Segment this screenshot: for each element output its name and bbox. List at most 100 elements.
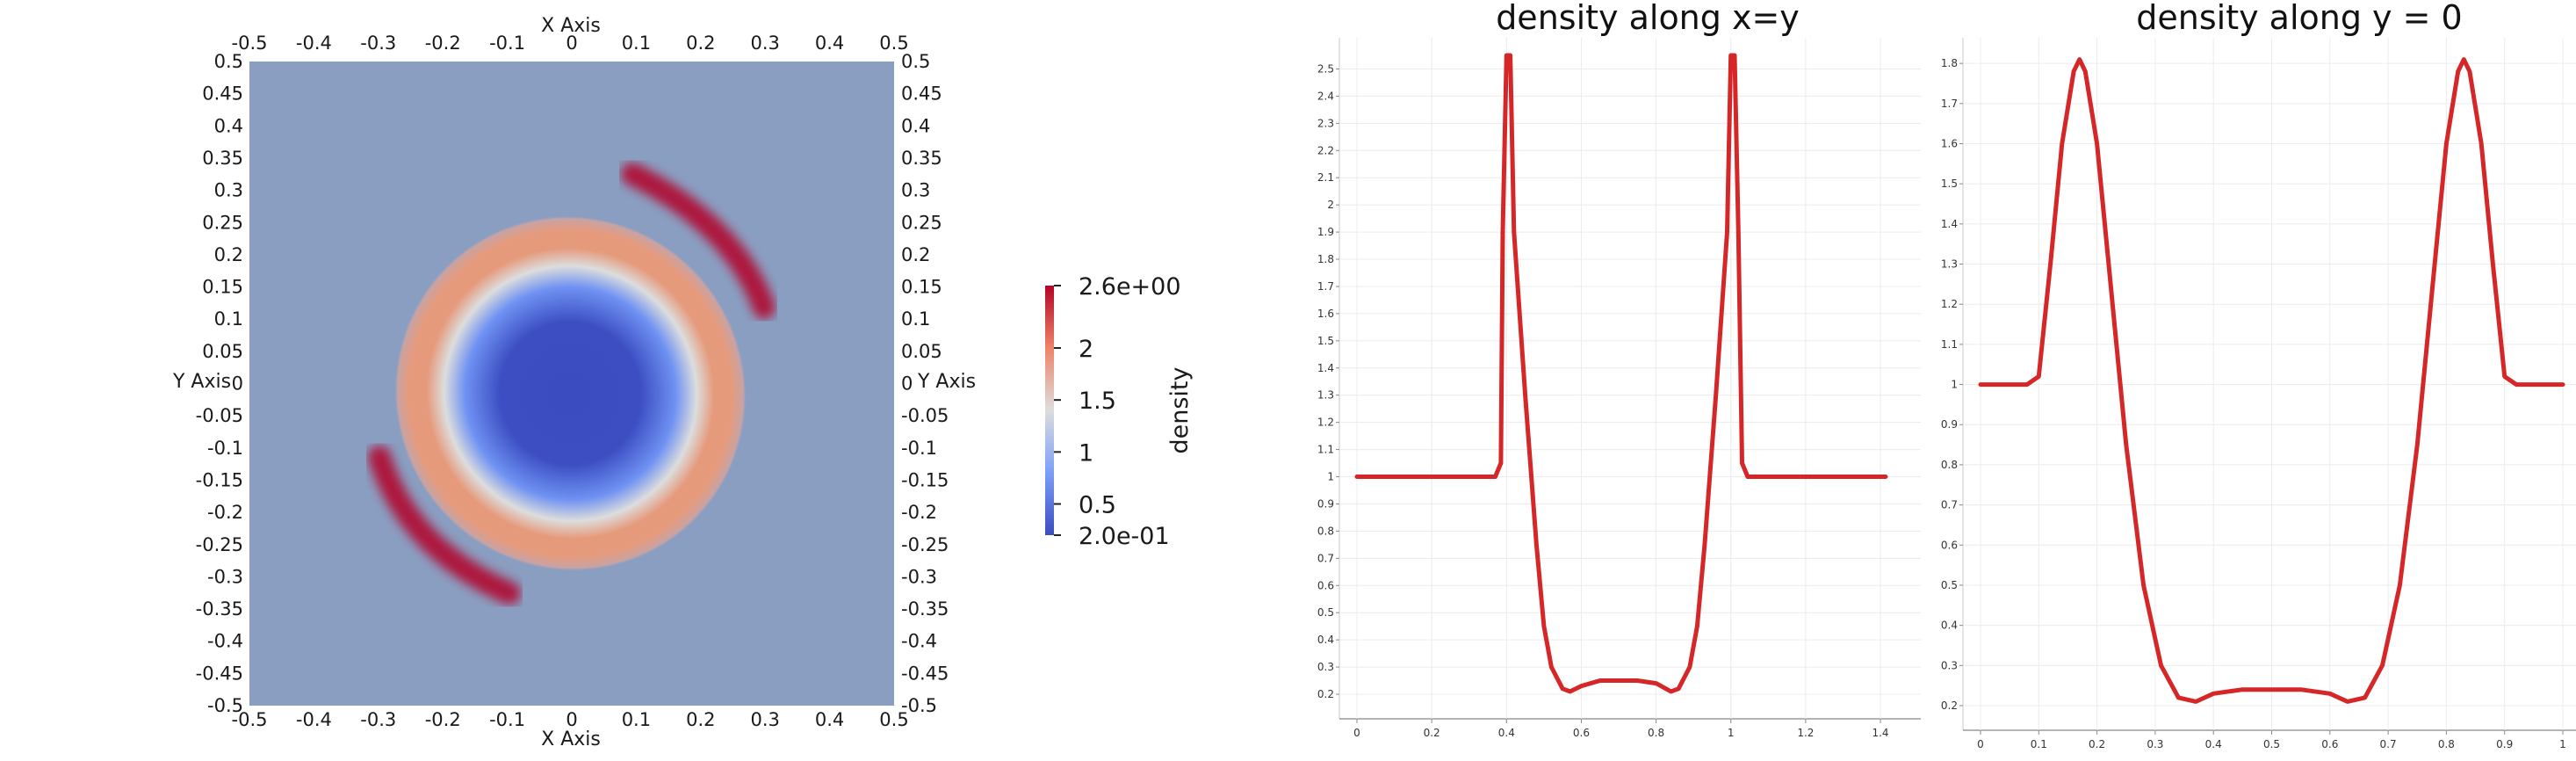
y-tick-label: 1.3: [1941, 258, 1958, 271]
y-tick-label: 0.6: [1317, 579, 1334, 591]
y-tick-label-left: -0.2: [207, 502, 243, 523]
y-tick-label-right: 0.25: [901, 212, 942, 233]
y-tick-label-right: 0.35: [901, 148, 942, 169]
y-tick-label: 0.5: [1317, 606, 1334, 619]
y-tick-label-left: -0.35: [196, 598, 243, 620]
y-tick-label-right: 0.2: [901, 244, 930, 265]
y-tick-label: 0.9: [1317, 497, 1334, 510]
y-axis-title-right: Y Axis: [917, 371, 976, 393]
line-chart-diagonal-title: density along x=y: [1496, 0, 1800, 37]
heatmap-ticks: -0.5 -0.5 -0.4 -0.4 -0.3 -0.3 -0.2 -0.2 -0.1 -0.1…: [196, 33, 949, 730]
y-tick-label: 1.5: [1941, 178, 1958, 190]
y-tick-label-right: -0.35: [901, 598, 949, 620]
x-tick-label-top: -0.3: [360, 33, 396, 54]
colorbar: 2.6e+00 2 1.5 1 0.5 2.0e-01 density: [1045, 273, 1194, 550]
x-tick-label-bottom: -0.2: [425, 709, 461, 730]
x-axis-title-bottom: X Axis: [541, 728, 601, 750]
y-tick-label: 1.6: [1941, 137, 1958, 149]
x-axis-title-top: X Axis: [541, 15, 601, 37]
x-tick-label: 1.2: [1797, 727, 1814, 739]
y-tick-label-left: 0.35: [202, 148, 243, 169]
y-tick-label-right: -0.15: [901, 469, 949, 490]
y-tick-label-left: -0.15: [196, 469, 243, 490]
y-tick-label-left: 0: [232, 373, 243, 395]
y-tick-label-left: 0.5: [214, 51, 243, 72]
x-tick-label-top: 0.3: [750, 33, 779, 54]
y-tick-label-right: 0.05: [901, 341, 942, 362]
y-tick-label: 0.7: [1317, 552, 1334, 564]
y-tick-label: 1.8: [1317, 253, 1334, 265]
y-tick-label-right: -0.45: [901, 663, 949, 684]
x-tick-label: 0.6: [2321, 738, 2338, 750]
shock-front-upper: [621, 163, 776, 319]
y-tick-label: 1: [1951, 379, 1958, 391]
x-tick-label: 0.2: [1424, 727, 1440, 739]
colorbar-tick-label: 0.5: [1079, 492, 1116, 519]
y-tick-label-left: -0.1: [207, 438, 243, 459]
y-tick-label-right: 0.5: [901, 51, 930, 72]
y-tick-label-left: 0.25: [202, 212, 243, 233]
colorbar-title: density: [1166, 366, 1194, 453]
y-tick-label-right: 0.45: [901, 83, 942, 105]
x-tick-label: 0.3: [2147, 738, 2163, 750]
y-tick-label: 0.9: [1941, 418, 1958, 431]
y-tick-label-right: -0.25: [901, 534, 949, 555]
colorbar-tick-label: 2: [1079, 336, 1093, 363]
y-tick-label: 1.4: [1941, 218, 1958, 230]
x-tick-label: 0: [1353, 727, 1360, 739]
x-tick-label: 0.1: [2031, 738, 2047, 750]
x-tick-label-top: -0.5: [232, 33, 268, 54]
x-tick-label-bottom: 0.1: [622, 709, 651, 730]
y-tick-label-left: 0.2: [214, 244, 243, 265]
y-tick-label-left: -0.05: [196, 405, 243, 426]
x-tick-label-top: 0.4: [815, 33, 844, 54]
y-tick-label-left: 0.4: [214, 115, 243, 136]
x-tick-label-bottom: 0.5: [879, 709, 908, 730]
x-tick-label: 0.4: [1498, 727, 1515, 739]
x-tick-label-bottom: 0: [566, 709, 577, 730]
x-tick-label: 0.2: [2089, 738, 2105, 750]
x-tick-label: 0.6: [1573, 727, 1590, 739]
y-tick-label-left: 0.1: [214, 308, 243, 330]
y-tick-label-left: 0.05: [202, 341, 243, 362]
y-tick-label: 0.4: [1317, 634, 1334, 646]
y-tick-label-right: -0.4: [901, 631, 937, 652]
y-tick-label-left: -0.3: [207, 566, 243, 587]
y-tick-label: 0.7: [1941, 499, 1958, 511]
x-tick-label-top: -0.2: [425, 33, 461, 54]
x-tick-label: 0.8: [2438, 738, 2455, 750]
y-tick-label: 0.3: [1317, 661, 1334, 673]
y-tick-label: 1.7: [1941, 98, 1958, 110]
x-tick-label: 0.9: [2496, 738, 2513, 750]
y-tick-label-right: -0.1: [901, 438, 937, 459]
colorbar-tick-label: 2.6e+00: [1079, 273, 1181, 301]
y-tick-label: 2.3: [1317, 117, 1334, 129]
x-tick-label-bottom: -0.1: [489, 709, 525, 730]
x-tick-label-bottom: 0.4: [815, 709, 844, 730]
x-tick-label-top: 0: [566, 33, 577, 54]
x-tick-label: 1: [2559, 738, 2566, 750]
x-tick-label-top: 0.2: [686, 33, 715, 54]
y-tick-label: 2.1: [1317, 171, 1334, 184]
y-tick-label-right: 0.15: [901, 277, 942, 298]
y-tick-label: 1.5: [1317, 335, 1334, 347]
x-tick-label-top: 0.1: [622, 33, 651, 54]
x-tick-label: 0: [1977, 738, 1984, 750]
y-tick-label: 0.8: [1941, 459, 1958, 471]
x-tick-label-top: 0.5: [879, 33, 908, 54]
y-tick-label: 1.6: [1317, 308, 1334, 320]
y-tick-label-right: -0.3: [901, 566, 937, 587]
y-tick-label: 2.5: [1317, 62, 1334, 75]
y-tick-label: 2.4: [1317, 90, 1334, 102]
x-tick-label-bottom: -0.3: [360, 709, 396, 730]
x-tick-label-top: -0.1: [489, 33, 525, 54]
density-field: [336, 149, 805, 621]
colorbar-gradient: [1045, 286, 1054, 535]
y-tick-label: 1.2: [1941, 298, 1958, 310]
x-tick-label-top: -0.4: [296, 33, 332, 54]
y-tick-label-right: -0.5: [901, 695, 937, 716]
y-tick-label-right: -0.2: [901, 502, 937, 523]
y-tick-label-right: 0.3: [901, 180, 930, 201]
y-tick-label: 1.4: [1317, 362, 1334, 374]
